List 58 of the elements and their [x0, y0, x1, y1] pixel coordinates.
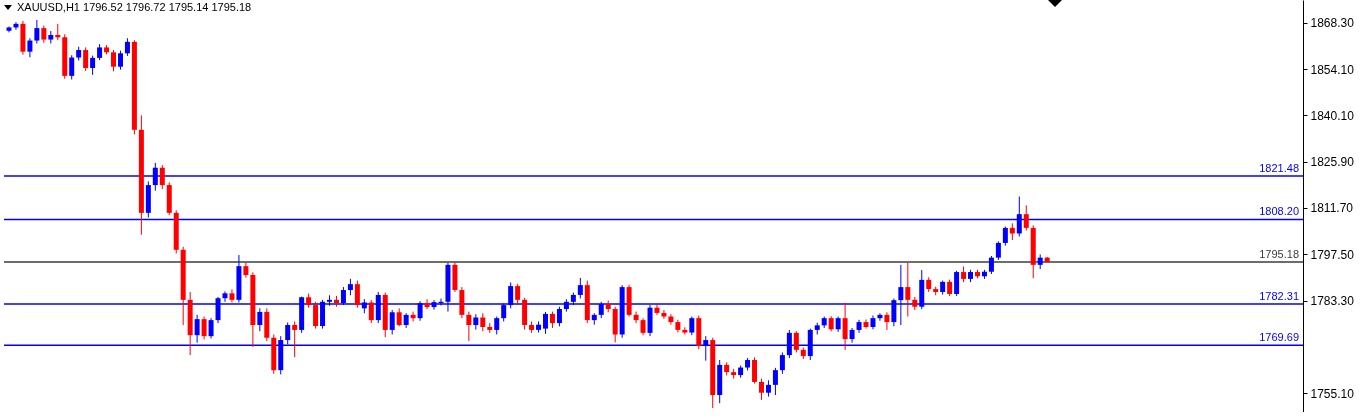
candlestick: [194, 314, 200, 344]
y-tick-label: 1811.70: [1310, 201, 1354, 216]
y-tick-label: 1825.90: [1310, 155, 1355, 170]
candlestick: [389, 309, 395, 335]
candlestick: [69, 54, 75, 80]
candlestick: [424, 298, 430, 310]
candlestick: [410, 311, 416, 322]
chart-title: XAUUSD,H1 1796.52 1796.72 1795.14 1795.18: [17, 1, 252, 14]
candlestick: [354, 280, 360, 309]
candlestick: [633, 311, 639, 324]
candlestick: [1023, 204, 1029, 232]
candlestick: [27, 37, 33, 58]
candlestick: [759, 378, 764, 401]
candlestick: [83, 46, 89, 72]
candlestick: [208, 317, 214, 339]
candlestick: [159, 164, 165, 190]
candlestick: [313, 301, 319, 330]
candlestick: [556, 306, 562, 327]
candlestick: [543, 311, 548, 335]
candlestick: [229, 288, 235, 303]
candlestick: [995, 240, 1001, 261]
candlestick: [863, 318, 869, 330]
ref-line-label: 1795.18: [1259, 247, 1299, 260]
candlestick: [689, 316, 695, 336]
ref-line-label: 1821.48: [1259, 161, 1299, 174]
y-tick-label: 1783.30: [1310, 294, 1355, 309]
candlestick: [577, 277, 583, 300]
candlestick: [793, 330, 799, 353]
y-tick-label: 1868.30: [1310, 16, 1355, 31]
ref-line-label: 1769.69: [1259, 331, 1299, 344]
candlestick: [842, 302, 848, 351]
candlestick: [884, 311, 890, 331]
candlestick: [34, 19, 40, 44]
candlestick: [292, 320, 298, 358]
candlestick: [1002, 226, 1008, 247]
candlestick: [772, 367, 778, 396]
y-tick-label: 1854.10: [1310, 62, 1355, 77]
ref-line-label: 1782.31: [1259, 290, 1299, 303]
candlestick: [954, 270, 960, 297]
candlestick: [661, 309, 667, 320]
candlestick: [654, 302, 660, 316]
y-tick-label: 1755.10: [1310, 386, 1355, 401]
candlestick: [257, 307, 263, 332]
candlestick: [117, 50, 123, 71]
candlestick: [682, 326, 688, 335]
candlestick: [111, 49, 117, 72]
candlestick: [466, 311, 472, 342]
candlestick: [90, 55, 96, 76]
candlestick: [752, 356, 758, 385]
candlestick: [877, 312, 883, 322]
candlestick: [368, 299, 374, 324]
candlestick: [905, 262, 911, 318]
y-tick-label: 1797.50: [1310, 247, 1355, 262]
candlestick: [779, 351, 785, 375]
ref-line-label: 1808.20: [1259, 205, 1299, 218]
candlestick: [201, 316, 207, 340]
y-tick-label: 1840.10: [1310, 108, 1355, 123]
candlestick: [515, 283, 521, 306]
